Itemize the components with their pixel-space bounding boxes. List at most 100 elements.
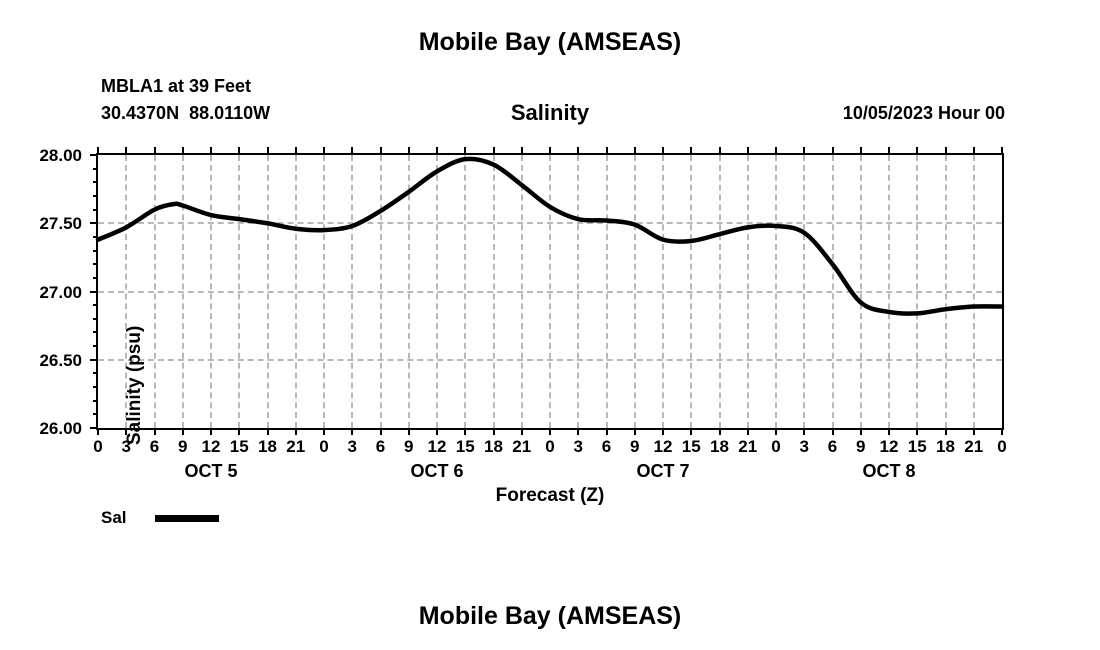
x-axis-tick [351,428,354,435]
station-coordinates: 30.4370N 88.0110W [101,103,271,123]
x-axis-top-tick [379,147,382,154]
x-axis-tick [238,428,241,435]
x-axis-tick-label: 21 [286,437,306,456]
x-axis-tick [520,428,523,435]
x-axis-tick-label: 0 [319,437,329,456]
x-axis-tick-label: 15 [681,437,701,456]
y-axis-minor-tick [93,263,98,266]
x-axis-tick-label: 3 [573,437,583,456]
x-axis-top-tick [210,147,212,154]
y-axis-tick [90,290,98,293]
x-axis-day-label: OCT 5 [184,461,238,481]
x-axis-tick-label: 18 [710,437,729,456]
x-axis-top-tick [549,147,551,154]
x-axis-tick [407,428,410,435]
y-axis-minor-tick [93,317,98,320]
x-axis-tick-label: 12 [653,437,673,456]
x-axis-tick [323,428,325,435]
y-axis-minor-tick [93,208,98,211]
x-axis-top-tick [323,147,325,154]
x-axis-top-line [96,153,1004,155]
x-axis-tick [633,428,636,435]
gridline-vertical [859,155,862,428]
x-axis-tick-label: 21 [964,437,984,456]
x-axis-top-tick [464,147,467,154]
gridline-vertical [944,155,947,428]
x-axis-tick [266,428,269,435]
x-axis-tick-label: 18 [258,437,277,456]
x-axis-top-tick [888,147,890,154]
x-axis-tick-label: 6 [375,437,386,456]
x-axis-top-tick [746,147,749,154]
x-axis-tick-label: 0 [93,437,103,456]
x-axis-tick-label: 15 [229,437,249,456]
gridline-vertical [181,155,184,428]
x-axis-top-tick [492,147,495,154]
x-axis-top-tick [577,147,580,154]
x-axis-tick-label: 9 [630,437,640,456]
y-axis-tick-label: 26.50 [39,350,82,370]
x-axis-tick [803,428,806,435]
x-axis-top-tick [351,147,354,154]
x-axis-top-tick [831,147,834,154]
x-axis-tick [436,428,438,435]
x-axis-tick [294,428,297,435]
x-axis-top-tick [859,147,862,154]
x-axis-top-tick [605,147,608,154]
x-axis-tick [859,428,862,435]
plot-area: 28.00 27.50 27.00 26.50 26.00 0 3 6 9 12 15 18 21 0 3… [39,147,1007,506]
gridline-vertical [803,155,806,428]
y-axis-minor-tick [93,194,98,197]
x-axis-tick-label: 15 [455,437,475,456]
y-axis-minor-tick [93,249,98,252]
y-axis-label: Salinity (psu) [124,325,145,445]
x-axis-tick-label: 12 [427,437,447,456]
x-axis-tick [125,428,128,435]
x-axis-tick-label: 3 [121,437,131,456]
x-axis-tick-label: 9 [856,437,866,456]
y-axis-minor-tick [93,345,98,348]
gridline-vertical [888,155,890,428]
x-axis-top-tick [1001,147,1003,154]
y-axis-tick [90,222,98,225]
x-axis-tick-label: 21 [738,437,758,456]
gridline-vertical [746,155,749,428]
x-axis-top-tick [294,147,297,154]
x-axis-tick-label: 12 [879,437,899,456]
x-axis-tick [972,428,975,435]
x-axis-top-tick [407,147,410,154]
gridline-vertical [153,155,156,428]
x-axis-tick-label: 12 [201,437,221,456]
x-axis-top-tick [181,147,184,154]
gridline-vertical [492,155,495,428]
x-axis-tick-label: 3 [799,437,809,456]
x-axis-top-tick [690,147,693,154]
x-axis-tick-label: 6 [601,437,612,456]
x-axis-tick [944,428,947,435]
x-axis-tick [605,428,608,435]
x-axis-tick-label: 18 [936,437,955,456]
gridline-vertical [351,155,354,428]
gridline-vertical [210,155,212,428]
gridline-vertical [379,155,382,428]
x-axis-tick [746,428,749,435]
y-axis-tick [90,358,98,361]
y-axis-minor-tick [93,276,98,279]
x-axis-tick [210,428,212,435]
x-axis-top-tick [266,147,269,154]
y-axis-minor-tick [93,386,98,389]
x-axis-tick-label: 9 [178,437,188,456]
gridline-vertical [972,155,975,428]
legend: Sal [101,508,219,528]
x-axis-tick-label: 18 [484,437,503,456]
y-axis-minor-tick [93,235,98,238]
gridline-vertical [436,155,438,428]
gridline-vertical [266,155,269,428]
x-axis-top-tick [944,147,947,154]
series-path-sal [95,156,1005,316]
y-axis-tick-label: 28.00 [39,146,82,165]
y-axis-minor-tick [93,399,98,402]
y-axis-tick [90,154,98,156]
y-axis-minor-tick [93,167,98,170]
